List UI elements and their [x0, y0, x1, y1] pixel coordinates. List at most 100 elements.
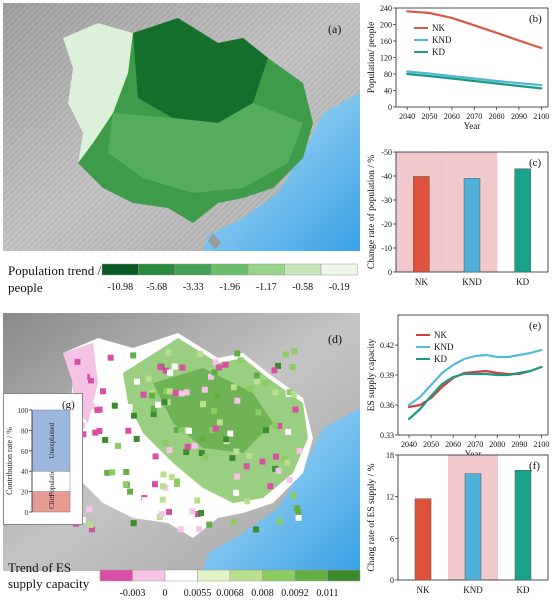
es-cell: [111, 402, 118, 409]
es-cell: [194, 497, 201, 504]
es-cell: [197, 351, 204, 358]
legend-swatch: [197, 569, 231, 582]
es-cell: [259, 458, 266, 465]
y-tick-label: 80: [21, 427, 29, 435]
legend-es-bar: -0.003 0 0.0055 0.0068 0.008 0.0092 0.011: [99, 569, 361, 599]
es-cell: [166, 388, 173, 395]
es-cell: [109, 469, 116, 476]
es-cell: [290, 391, 297, 398]
es-cell: [206, 521, 213, 528]
y-tick-label: 0.33: [380, 431, 394, 440]
es-cell: [87, 521, 94, 528]
legend-swatch: [284, 263, 322, 276]
legend-population-title: Population trend / people: [8, 263, 102, 295]
panel-label-g: (g): [62, 399, 75, 411]
es-cell: [133, 435, 140, 442]
legend-swatch: [174, 263, 212, 276]
es-cell: [271, 422, 278, 429]
y-tick-label: 20: [21, 489, 29, 497]
es-cell: [234, 397, 241, 404]
es-cell: [162, 439, 169, 446]
legend-tick-label: -0.58: [292, 282, 313, 293]
legend-label: NK: [434, 330, 447, 340]
es-cell: [157, 364, 164, 371]
es-cell: [125, 427, 132, 434]
es-cell: [229, 455, 236, 462]
es-cell: [284, 459, 291, 466]
es-cell: [286, 477, 293, 484]
es-cell: [196, 526, 203, 533]
es-cell: [159, 483, 166, 490]
es-cell: [276, 518, 283, 525]
x-tick-label: 2060: [444, 112, 460, 121]
legend-tick-label: 0: [163, 588, 168, 599]
es-cell: [172, 389, 179, 396]
es-cell: [227, 430, 234, 437]
bar-kd: [514, 168, 531, 273]
es-cell: [223, 436, 230, 443]
contribution-segment: [31, 409, 71, 472]
legend-swatch: [294, 569, 328, 582]
legend-tick-label: 0.0068: [216, 588, 244, 599]
es-cell: [216, 364, 223, 371]
es-cell: [199, 435, 206, 442]
legend-tick-label: 0.0092: [281, 588, 309, 599]
es-cell: [292, 406, 299, 413]
x-tick-label: 2040: [401, 440, 417, 449]
es-cell: [124, 348, 131, 355]
es-cell: [212, 425, 219, 432]
es-cell: [99, 388, 106, 395]
legend-tick-label: 0.0055: [184, 588, 212, 599]
legend-swatch: [132, 569, 166, 582]
y-tick-label: 0.42: [380, 341, 394, 350]
es-cell: [183, 389, 190, 396]
es-cell: [207, 373, 214, 380]
es-cell: [296, 447, 303, 454]
es-cell: [71, 371, 78, 378]
es-cell: [96, 427, 103, 434]
x-tick-label: 2070: [466, 112, 482, 121]
panel-label-d: (d): [328, 332, 342, 346]
es-cell: [233, 448, 240, 455]
es-cell: [151, 481, 158, 488]
es-cell: [267, 483, 274, 490]
es-cell: [234, 473, 241, 480]
legend-swatch: [101, 263, 139, 276]
es-cell: [198, 510, 205, 517]
legend-tick-label: -0.19: [329, 282, 350, 293]
legend-swatch: [99, 569, 133, 582]
es-cell: [107, 354, 114, 361]
es-cell: [98, 475, 105, 482]
y-tick-label: 120: [380, 54, 392, 63]
y-tick-label: -40: [381, 172, 392, 181]
x-axis-label: Year: [464, 121, 481, 131]
es-cell: [246, 385, 253, 392]
y-tick-label: 200: [380, 21, 392, 30]
es-cell: [88, 402, 95, 409]
es-cell: [253, 378, 260, 385]
legend-swatch: [262, 569, 296, 582]
legend-label: KND: [432, 35, 452, 45]
series-line-kd: [407, 365, 543, 421]
chart-f: NK KND KD 0 6 12 18 Chang rate of ES supply / %…: [366, 451, 549, 595]
es-cell: [184, 443, 191, 450]
es-cell: [87, 377, 94, 384]
y-tick-label: 0.39: [380, 371, 394, 380]
es-cell: [262, 427, 269, 434]
es-cell: [291, 348, 298, 355]
es-cell: [295, 508, 302, 515]
es-cell: [222, 361, 229, 368]
es-cell: [171, 363, 178, 370]
es-cell: [263, 380, 270, 387]
y-tick-label: 0: [388, 103, 392, 112]
es-cell: [104, 469, 111, 476]
es-cell: [75, 370, 82, 377]
y-axis-label: Chang rate of ES supply / %: [366, 463, 377, 571]
es-cell: [140, 391, 147, 398]
es-cell: [150, 405, 157, 412]
es-cell: [162, 367, 169, 374]
chart-b: 2040 2050 2060 2070 2080 2090 2100 0 40 80 120 160 2…: [367, 4, 549, 131]
es-cell: [253, 372, 260, 379]
x-tick-label: 2100: [533, 440, 549, 449]
es-cell: [71, 352, 78, 359]
